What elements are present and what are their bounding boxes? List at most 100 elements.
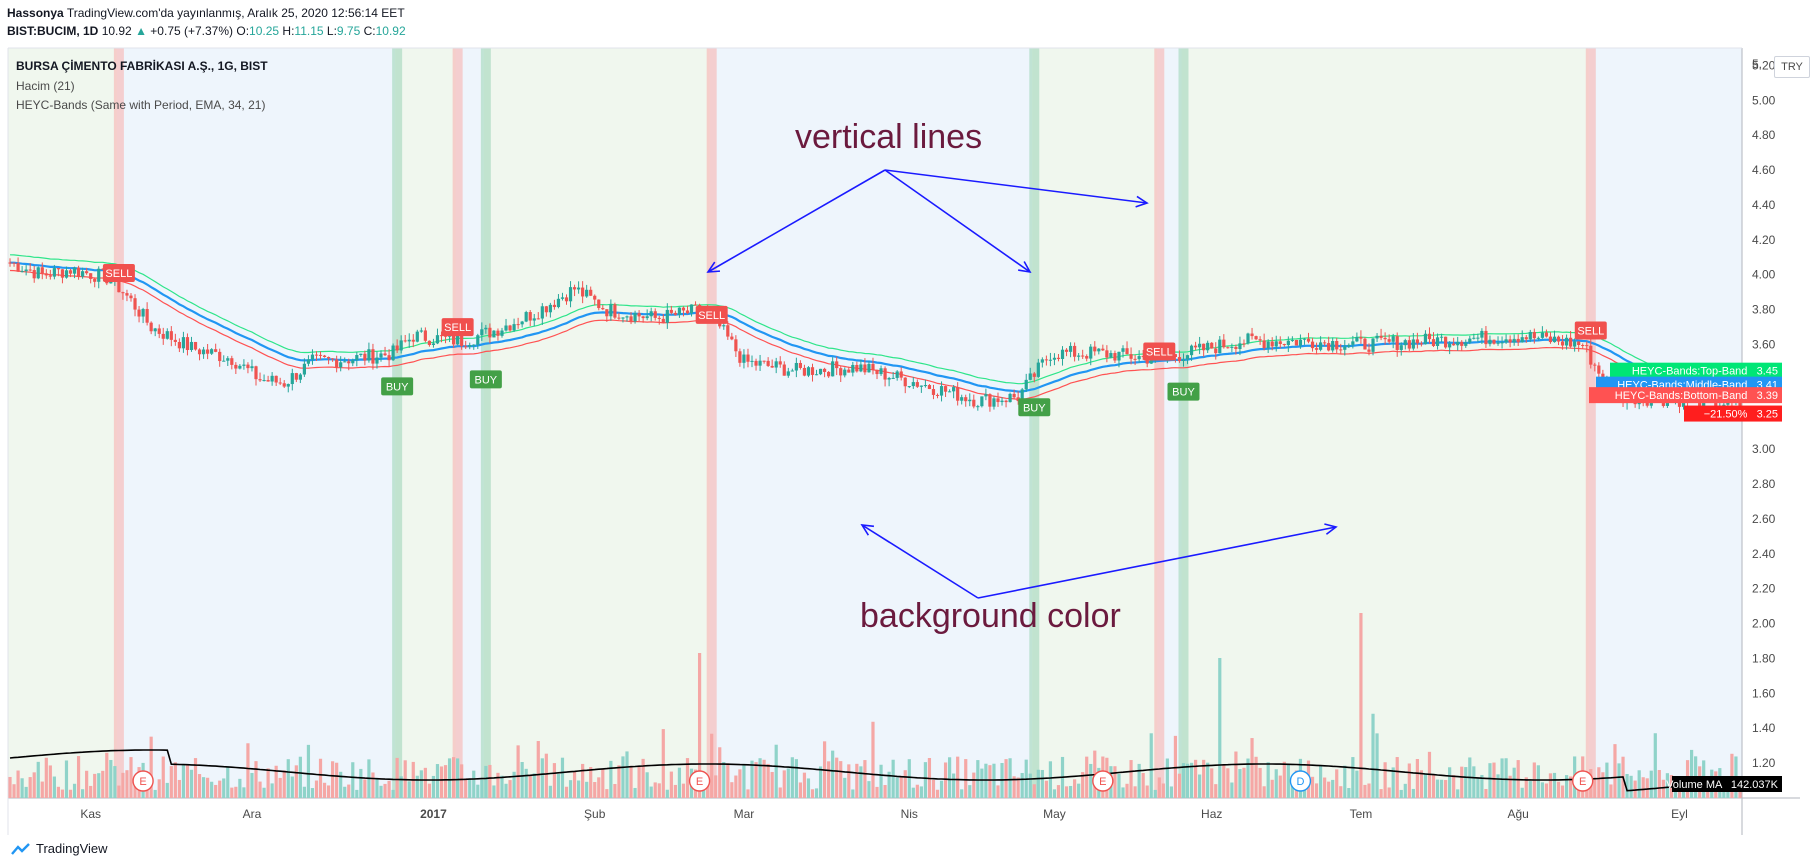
volume-bar bbox=[512, 771, 516, 798]
volume-bar bbox=[1226, 768, 1230, 798]
volume-bar bbox=[177, 779, 181, 798]
candle-body bbox=[673, 312, 677, 315]
volume-bar bbox=[8, 776, 12, 798]
candle-body bbox=[181, 337, 186, 349]
candle-body bbox=[1359, 337, 1363, 339]
candle-body bbox=[581, 287, 585, 297]
candle-body bbox=[274, 375, 278, 383]
legend-volume[interactable]: Hacim (21) bbox=[16, 79, 75, 93]
candle-body bbox=[1262, 340, 1266, 349]
candle-body bbox=[1508, 339, 1512, 343]
volume-bar bbox=[226, 766, 230, 798]
price-label-text: HEYC-Bands:Bottom-Band 3.39 bbox=[1615, 390, 1778, 402]
arrow-line bbox=[861, 524, 979, 599]
candle-body bbox=[1520, 337, 1524, 343]
volume-bar bbox=[1645, 778, 1649, 798]
candle-body bbox=[125, 293, 129, 296]
candle-body bbox=[456, 335, 460, 345]
volume-bar bbox=[93, 773, 97, 798]
volume-bar bbox=[1419, 770, 1424, 798]
candle-body bbox=[492, 330, 496, 338]
volume-bar bbox=[552, 763, 557, 798]
volume-bar bbox=[1593, 778, 1597, 798]
candle-body bbox=[1286, 340, 1290, 346]
candle-body bbox=[693, 304, 698, 306]
volume-bar bbox=[1012, 776, 1016, 798]
volume-bar bbox=[181, 764, 186, 798]
volume-bar bbox=[1198, 774, 1202, 798]
volume-bar bbox=[939, 780, 944, 798]
signal-box bbox=[441, 318, 474, 337]
signal-text: BUY bbox=[1172, 387, 1195, 399]
background-region bbox=[1588, 48, 1743, 798]
symbol-label: BIST:BUCIM, 1D bbox=[7, 24, 99, 38]
candle-body bbox=[1431, 339, 1436, 346]
candle-body bbox=[960, 397, 964, 401]
volume-bar bbox=[56, 786, 61, 798]
volume-bar bbox=[113, 766, 117, 798]
volume-bar bbox=[1363, 784, 1367, 798]
candle-body bbox=[665, 309, 669, 323]
volume-bar bbox=[435, 764, 440, 798]
candle-body bbox=[1254, 336, 1258, 340]
candle-body bbox=[60, 269, 65, 278]
candle-body bbox=[234, 364, 238, 369]
candle-body bbox=[1318, 342, 1323, 350]
volume-bar bbox=[633, 787, 637, 798]
volume-bar bbox=[1500, 758, 1504, 798]
candle-body bbox=[1504, 339, 1508, 343]
candle-body bbox=[197, 349, 202, 355]
candle-body bbox=[875, 369, 879, 375]
candle-body bbox=[1439, 336, 1444, 338]
candle-body bbox=[44, 273, 48, 276]
candle-body bbox=[1246, 333, 1250, 344]
volume-bar bbox=[242, 787, 246, 798]
event-circle bbox=[1289, 770, 1312, 792]
background-region bbox=[709, 48, 1033, 798]
earnings-event-icon: E bbox=[688, 770, 711, 792]
price-label-bg bbox=[1610, 362, 1782, 379]
volume-bar bbox=[903, 770, 907, 798]
currency-button[interactable]: TRY bbox=[1774, 56, 1810, 78]
arrow-line bbox=[977, 526, 1337, 599]
candle-body bbox=[258, 379, 262, 381]
candle-body bbox=[411, 339, 415, 342]
candle-body bbox=[661, 318, 665, 323]
candle-body bbox=[1581, 345, 1585, 347]
candle-body bbox=[1460, 341, 1464, 346]
volume-bar bbox=[427, 783, 432, 798]
candle-body bbox=[649, 311, 653, 317]
legend-indicator[interactable]: HEYC-Bands (Same with Period, EMA, 34, 2… bbox=[16, 98, 266, 112]
volume-bar bbox=[230, 787, 234, 798]
candle-body bbox=[657, 317, 661, 319]
candle-body bbox=[1141, 356, 1145, 358]
author-name[interactable]: Hassonya bbox=[7, 6, 64, 20]
candle-body bbox=[1403, 340, 1407, 346]
candle-body bbox=[564, 297, 569, 302]
candle-body bbox=[1480, 330, 1484, 338]
volume-bar bbox=[161, 756, 165, 798]
volume-bar bbox=[68, 789, 73, 798]
candle-body bbox=[919, 385, 923, 387]
y-tick-label: 1.80 bbox=[1752, 651, 1776, 665]
volume-bar bbox=[1040, 769, 1044, 798]
legend-symbol-title[interactable]: BURSA ÇİMENTO FABRİKASI A.Ş., 1G, BIST bbox=[16, 59, 268, 73]
footer-brand[interactable]: TradingView bbox=[10, 841, 108, 856]
volume-bar bbox=[109, 759, 113, 798]
volume-bar bbox=[1181, 763, 1186, 798]
volume-bar bbox=[516, 745, 520, 798]
x-tick-label: Şub bbox=[584, 807, 606, 821]
volume-bar bbox=[750, 760, 754, 798]
volume-bar bbox=[423, 767, 427, 798]
candle-body bbox=[335, 359, 339, 368]
candle-body bbox=[1085, 356, 1089, 359]
volume-bar bbox=[250, 772, 254, 798]
y-tick-label: 2.00 bbox=[1752, 617, 1776, 631]
candle-body bbox=[863, 364, 867, 373]
y-tick-label: 5.20 bbox=[1752, 58, 1776, 72]
volume-bar bbox=[278, 777, 282, 798]
candle-body bbox=[1492, 339, 1496, 344]
candle-body bbox=[1000, 400, 1004, 403]
candle-body bbox=[306, 359, 311, 364]
